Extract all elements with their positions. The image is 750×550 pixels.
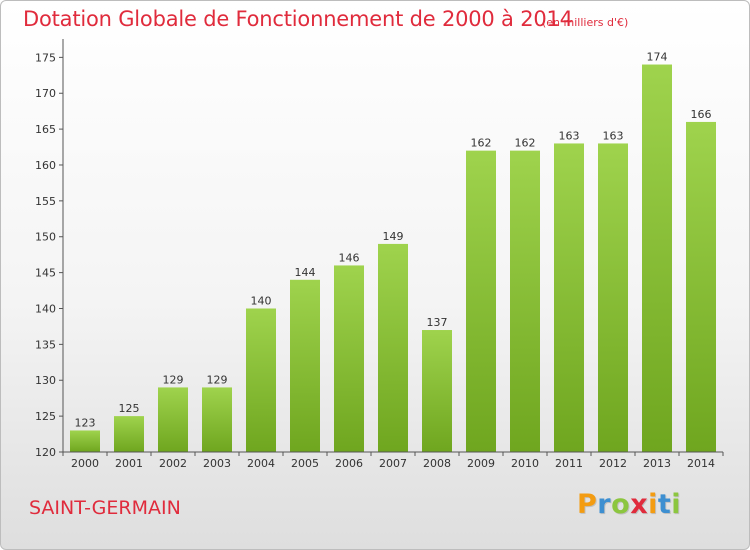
logo-letter: P [577,489,598,520]
data-label-2005: 144 [295,266,316,279]
chart-title: Dotation Globale de Fonctionnement de 20… [23,7,573,31]
x-tick-label: 2001 [115,457,143,470]
bar-2005 [290,279,320,452]
x-tick-label: 2013 [643,457,671,470]
y-tick-label: 145 [35,267,56,280]
data-label-2002: 129 [163,373,184,386]
x-tick-label: 2007 [379,457,407,470]
data-label-2013: 174 [647,51,668,64]
logo-letter: t [657,489,672,520]
bar-2014 [686,121,716,453]
x-tick-label: 2002 [159,457,187,470]
bar-2011 [554,143,584,452]
y-tick-label: 160 [35,159,56,172]
logo-letter: o [611,489,631,520]
y-tick-label: 155 [35,195,56,208]
data-label-2011: 163 [559,129,580,142]
y-tick-label: 130 [35,374,56,387]
data-label-2008: 137 [427,316,448,329]
logo-letter: x [630,489,649,520]
bar-2013 [642,64,672,453]
data-label-2006: 146 [339,251,360,264]
data-label-2000: 123 [75,416,96,429]
bar-2012 [598,143,628,452]
bar-2006 [334,265,364,452]
y-tick-label: 170 [35,87,56,100]
proxiti-logo: Proxiti [577,489,681,520]
data-label-2004: 140 [251,294,272,307]
y-tick-label: 165 [35,123,56,136]
x-tick-label: 2005 [291,457,319,470]
logo-letter: r [597,489,612,520]
bar-2003 [202,387,232,452]
y-tick-label: 125 [35,410,56,423]
data-label-2001: 125 [119,402,140,415]
logo-letter: i [671,489,682,520]
y-tick-label: 150 [35,231,56,244]
y-tick-label: 120 [35,446,56,459]
data-label-2014: 166 [691,108,712,121]
x-tick-label: 2012 [599,457,627,470]
x-tick-label: 2003 [203,457,231,470]
x-tick-label: 2006 [335,457,363,470]
data-label-2003: 129 [207,373,228,386]
bar-2000 [70,430,100,452]
x-tick-label: 2010 [511,457,539,470]
x-tick-label: 2000 [71,457,99,470]
bar-2009 [466,150,496,452]
data-label-2010: 162 [515,137,536,150]
bar-2004 [246,308,276,452]
commune-name: SAINT-GERMAIN [29,497,181,519]
x-tick-label: 2008 [423,457,451,470]
data-label-2009: 162 [471,137,492,150]
bar-2007 [378,243,408,452]
x-tick-label: 2011 [555,457,583,470]
data-label-2012: 163 [603,129,624,142]
chart-unit: (en milliers d'€) [542,16,629,29]
x-tick-label: 2004 [247,457,275,470]
data-label-2007: 149 [383,230,404,243]
bar-2010 [510,150,540,452]
bar-2001 [114,416,144,452]
bar-2008 [422,330,452,452]
y-tick-label: 175 [35,51,56,64]
x-tick-label: 2009 [467,457,495,470]
x-tick-label: 2014 [687,457,715,470]
bar-2002 [158,387,188,452]
y-tick-label: 140 [35,302,56,315]
logo-letter: i [648,489,658,520]
y-tick-label: 135 [35,338,56,351]
